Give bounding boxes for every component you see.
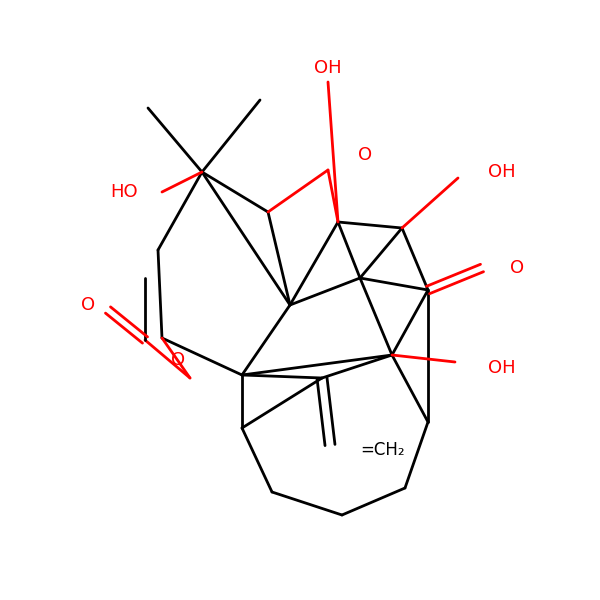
Text: O: O bbox=[81, 296, 95, 314]
Text: O: O bbox=[171, 351, 185, 369]
Text: OH: OH bbox=[488, 359, 515, 377]
Text: =CH₂: =CH₂ bbox=[360, 441, 404, 459]
Text: O: O bbox=[510, 259, 524, 277]
Text: O: O bbox=[358, 146, 372, 164]
Text: OH: OH bbox=[488, 163, 515, 181]
Text: OH: OH bbox=[314, 59, 342, 77]
Text: HO: HO bbox=[110, 183, 138, 201]
